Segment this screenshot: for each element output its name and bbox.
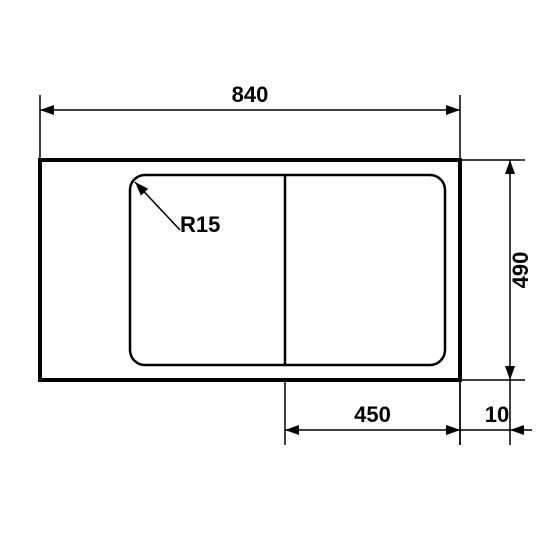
outer-outline	[40, 160, 460, 380]
arrowhead	[510, 425, 524, 435]
dim-right-label: 490	[508, 252, 533, 289]
dim-gap-label: 10	[485, 402, 509, 427]
arrowhead	[285, 425, 299, 435]
arrowhead	[446, 105, 460, 115]
arrowhead	[446, 425, 460, 435]
arrowhead	[40, 105, 54, 115]
inner-basin	[130, 175, 445, 365]
dim-top-label: 840	[232, 82, 269, 107]
arrowhead	[505, 366, 515, 380]
dim-bottom-label: 450	[354, 402, 391, 427]
arrowhead	[505, 160, 515, 174]
radius-label: R15	[180, 212, 220, 237]
